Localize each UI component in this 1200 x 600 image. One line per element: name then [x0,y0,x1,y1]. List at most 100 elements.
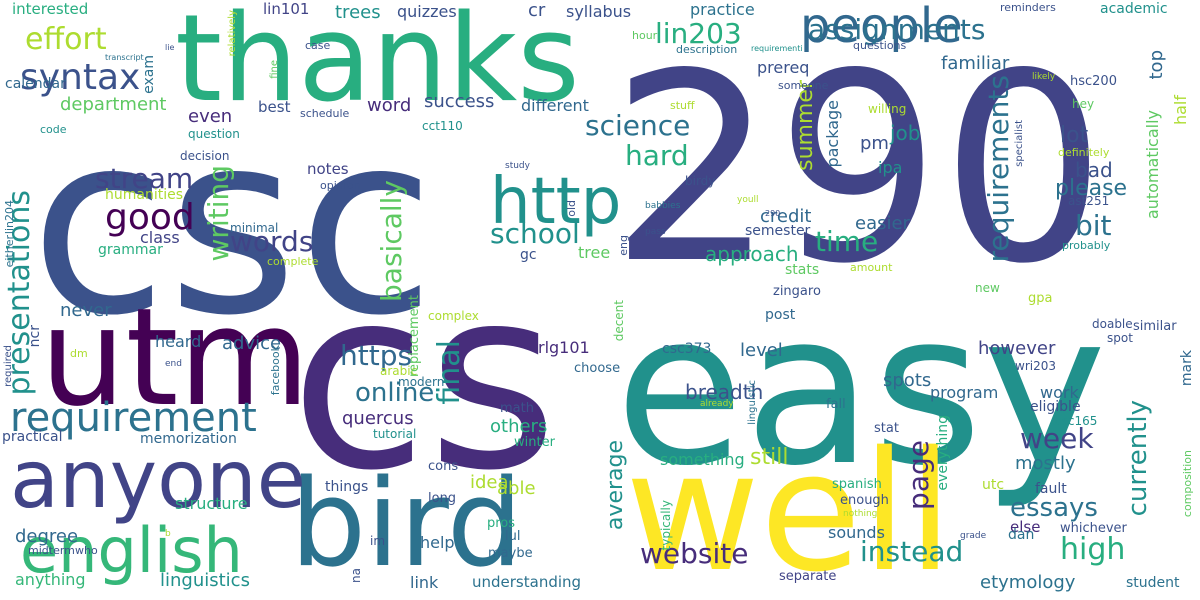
word-linguistic: linguistic [747,380,758,425]
word-cct110: cct110 [422,119,463,133]
word-level: level [740,340,783,361]
word-complete: complete [267,255,319,268]
word-website: website [640,537,749,570]
word-winter: winter [514,435,555,450]
word-end: end [165,359,182,369]
word-however: however [978,338,1056,359]
word-transcript: transcript [105,53,144,62]
word-tree: tree [578,243,611,262]
word-choose: choose [574,361,621,376]
word-credit: credit [760,206,812,227]
word-290-small: 290 [765,209,781,218]
word-description: description [676,43,738,56]
word-cs: cs [290,234,558,525]
word-cr: cr [528,0,546,21]
word-idea: idea [470,472,509,493]
word-word: word [367,95,412,116]
word-relatively: relatively [227,10,238,57]
word-structure: structure [175,494,248,513]
word-prereq: prereq [757,58,810,77]
word-stat: stat [874,421,899,436]
word-notes: notes [307,160,349,178]
word-zingaro: zingaro [773,284,821,299]
word-reminders: reminders [1000,1,1056,14]
word-http: http [490,165,622,239]
word-breadth: breadth [685,380,764,404]
word-ncr: ncr [27,325,43,348]
word-week: week [1020,422,1094,455]
word-syntax: syntax [20,57,141,98]
word-fall: fall [826,397,846,412]
word-spanish: spanish [832,477,882,492]
word-exam: exam [141,55,157,94]
word-wri203: wri203 [1015,359,1056,373]
word-well: well [625,416,954,600]
word-essays: essays [1010,493,1098,523]
word-pros: pros [487,516,516,531]
word-stream: stream [95,162,194,195]
word-schedule: schedule [300,107,350,120]
word-bit: bit [1075,209,1112,242]
word-please: please [1055,176,1128,201]
word-hey: hey [1072,97,1095,111]
word-student: student [1126,575,1180,591]
word-memorization: memorization [140,431,237,447]
word-quercus: quercus [342,408,414,429]
word-amount: amount [850,261,893,274]
word-high: high [1060,532,1126,567]
word-tutorial: tutorial [373,427,417,441]
word-else: else [1010,518,1041,536]
word-everything: everything [935,415,951,491]
word-grammar: grammar [98,242,163,258]
word-enough: enough [840,493,889,508]
word-class: class [140,228,180,247]
word-pass: pass [645,227,666,237]
word-either: either [3,235,16,268]
word-even: even [188,106,233,127]
word-youll: youll [737,195,759,205]
word-replacement: replacement [407,295,422,378]
word-sounds: sounds [828,523,885,542]
word-help: help [420,533,455,552]
word-anything: anything [15,570,86,589]
word-summer: summer [793,80,818,171]
word-people: people [800,0,963,54]
word-typically: typically [659,500,673,551]
word-facebook: facebook [269,345,282,396]
word-spot: spot [1107,331,1133,345]
word-290: 290 [610,19,1107,321]
word-humanities: humanities [105,187,184,203]
word-definitely: definitely [1058,146,1110,159]
word-complex: complex [428,309,479,323]
word-practice: practice [690,0,755,19]
word-degree: degree [15,526,79,547]
word-approach: approach [705,242,799,266]
word-mark: mark [1179,350,1195,387]
word-automatically: automatically [1143,110,1162,220]
word-writing: writing [202,165,235,262]
word-department: department [60,94,167,115]
word-lin101: lin101 [263,0,310,18]
word-time: time [815,225,879,258]
word-eligible: eligible [1030,399,1081,415]
word-na: na [349,568,363,583]
word-csc: csc [30,79,436,370]
word-practical: practical [2,429,63,445]
word-separate: separate [779,569,837,584]
word-stuff: stuff [670,99,695,112]
word-utc: utc [982,477,1005,493]
word-page: page [902,440,935,510]
word-gc: gc [520,247,537,263]
word-words: words [230,225,314,258]
word-different: different [521,96,589,115]
word-science: science [585,109,691,142]
word-csc373: csc373 [662,341,712,357]
word-similar: similar [1133,319,1177,334]
word-requirements: requirements [982,75,1015,263]
word-new: new [975,281,1000,295]
word-lin204: lin204 [3,200,16,235]
word-lin203: lin203 [655,17,742,50]
word-easier: easier [855,213,910,234]
word-requirement: requirement [10,395,257,441]
